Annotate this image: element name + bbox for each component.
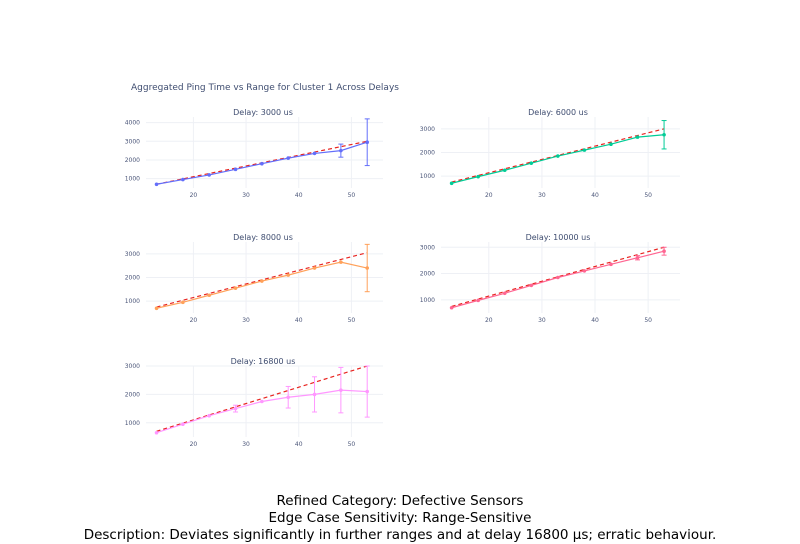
x-tick-label: 40 — [295, 192, 303, 199]
y-tick-label: 1000 — [420, 173, 435, 180]
y-tick-label: 1000 — [125, 298, 140, 305]
x-tick-label: 40 — [295, 317, 303, 324]
data-point — [609, 262, 613, 267]
y-tick-label: 1000 — [125, 420, 140, 427]
series-line — [156, 389, 368, 434]
data-point — [502, 168, 507, 173]
data-point — [154, 182, 159, 187]
x-tick-label: 30 — [538, 192, 546, 199]
data-point — [556, 275, 560, 280]
y-tick-label: 2000 — [125, 275, 140, 282]
trend-line — [451, 246, 665, 308]
data-point — [233, 406, 238, 411]
x-tick-label: 20 — [485, 192, 493, 199]
data-point — [662, 249, 666, 254]
x-tick-label: 40 — [295, 441, 303, 448]
x-tick-label: 20 — [190, 441, 198, 448]
y-tick-label: 3000 — [125, 251, 140, 258]
x-tick-label: 50 — [348, 192, 356, 199]
subplot-title: Delay: 8000 us — [233, 233, 293, 242]
x-tick-label: 40 — [591, 317, 599, 324]
data-point — [339, 388, 343, 392]
y-tick-label: 1000 — [125, 176, 140, 183]
data-point — [635, 135, 640, 139]
y-tick-label: 1000 — [420, 297, 435, 304]
data-point — [635, 255, 640, 260]
subplot-title: Delay: 16800 us — [231, 357, 296, 366]
y-tick-label: 2000 — [420, 150, 435, 157]
data-point — [207, 173, 211, 177]
x-tick-label: 20 — [190, 192, 198, 199]
data-point — [339, 260, 343, 264]
data-point — [181, 177, 185, 182]
data-point — [312, 392, 317, 397]
x-tick-label: 50 — [644, 317, 652, 324]
x-tick-label: 20 — [190, 317, 198, 324]
data-point — [260, 161, 264, 166]
x-tick-label: 50 — [644, 192, 652, 199]
data-point — [556, 154, 560, 158]
trend-line — [451, 128, 665, 183]
data-point — [529, 161, 534, 165]
data-point — [260, 399, 264, 404]
data-point — [662, 132, 666, 137]
data-point — [286, 395, 291, 400]
data-point — [582, 148, 587, 152]
data-point — [154, 430, 159, 435]
y-tick-label: 3000 — [420, 126, 435, 133]
series-line — [451, 250, 665, 309]
subplot-title: Delay: 6000 us — [528, 108, 588, 117]
data-point — [449, 181, 454, 186]
data-point — [207, 413, 211, 418]
caption-sensitivity: Edge Case Sensitivity: Range-Sensitive — [268, 510, 532, 526]
data-point — [365, 140, 370, 145]
data-point — [365, 389, 370, 394]
trend-line — [156, 365, 368, 432]
data-point — [609, 142, 613, 147]
data-point — [260, 279, 264, 283]
data-point — [339, 148, 343, 153]
data-point — [181, 300, 185, 305]
data-point — [181, 422, 185, 427]
data-point — [476, 298, 480, 303]
caption-category: Refined Category: Defective Sensors — [276, 493, 524, 509]
x-tick-label: 30 — [242, 317, 250, 324]
x-tick-label: 40 — [591, 192, 599, 199]
y-tick-label: 2000 — [125, 157, 140, 164]
data-point — [312, 151, 317, 156]
x-tick-label: 20 — [485, 317, 493, 324]
y-tick-label: 4000 — [125, 120, 140, 127]
y-tick-label: 2000 — [125, 391, 140, 398]
data-point — [233, 167, 238, 172]
data-point — [449, 305, 454, 310]
caption-description: Description: Deviates significantly in f… — [83, 527, 717, 543]
subplot-title: Delay: 3000 us — [233, 108, 293, 117]
data-point — [582, 269, 587, 273]
y-tick-label: 2000 — [420, 271, 435, 278]
x-tick-label: 30 — [242, 441, 250, 448]
data-point — [207, 293, 211, 298]
x-tick-label: 30 — [538, 317, 546, 324]
x-tick-label: 50 — [348, 441, 356, 448]
x-tick-label: 50 — [348, 317, 356, 324]
data-point — [286, 156, 291, 160]
data-point — [476, 174, 480, 179]
y-tick-label: 3000 — [125, 363, 140, 370]
x-tick-label: 30 — [242, 192, 250, 199]
data-point — [365, 266, 370, 270]
data-point — [529, 283, 534, 288]
data-point — [502, 291, 507, 296]
data-point — [154, 306, 159, 311]
figure-title: Aggregated Ping Time vs Range for Cluste… — [131, 83, 399, 93]
data-point — [233, 286, 238, 290]
y-tick-label: 3000 — [125, 138, 140, 145]
y-tick-label: 3000 — [420, 244, 435, 251]
data-point — [286, 273, 291, 277]
data-point — [312, 266, 317, 270]
subplot-title: Delay: 10000 us — [526, 233, 591, 242]
